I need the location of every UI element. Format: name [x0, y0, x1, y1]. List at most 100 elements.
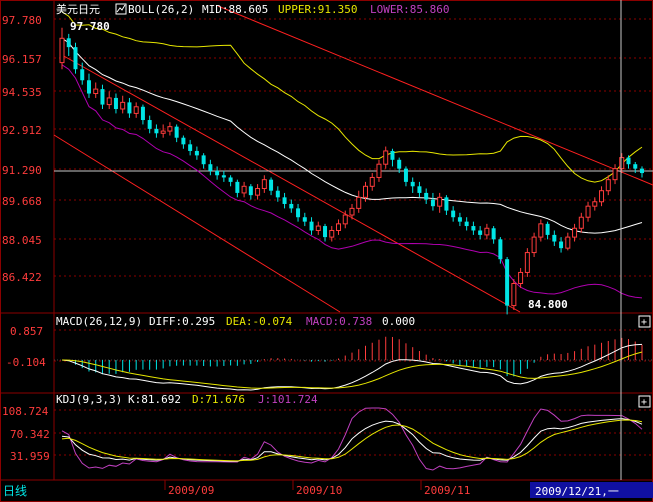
- macd-extra-value: 0.000: [382, 315, 415, 328]
- candle: [309, 217, 314, 235]
- macd-tick: 0.857: [10, 325, 43, 338]
- boll-upper-value: UPPER:91.350: [278, 3, 357, 16]
- candle: [538, 219, 544, 242]
- candle: [605, 175, 611, 196]
- candle: [397, 157, 402, 174]
- candle: [235, 179, 240, 198]
- candle: [437, 192, 443, 213]
- candle: [282, 192, 287, 209]
- candle: [106, 91, 112, 109]
- macd-header: MACD(26,12,9) DIFF:0.295 DEA:-0.074 MACD…: [56, 315, 415, 328]
- candle: [518, 268, 524, 288]
- low-annotation: 84.800: [528, 298, 568, 311]
- price-axis: 97.780 96.157 94.535 92.912 91.290 89.66…: [2, 14, 42, 284]
- candle: [417, 181, 422, 198]
- candle: [376, 159, 382, 182]
- candle: [315, 221, 321, 235]
- candle: [181, 135, 186, 149]
- candle: [424, 188, 429, 204]
- candle: [640, 166, 644, 178]
- boll-mid-value: MID:88.605: [202, 3, 268, 16]
- price-tick: 94.535: [2, 86, 42, 99]
- price-header: 美元日元 BOLL(26,2) MID:88.605 UPPER:91.350 …: [56, 3, 449, 16]
- candle: [221, 170, 226, 182]
- candle: [390, 148, 395, 167]
- candle: [302, 212, 307, 227]
- candle: [73, 42, 78, 74]
- candles: [59, 27, 644, 315]
- candle: [451, 206, 456, 222]
- trend-channel: [53, 5, 653, 313]
- plus-icon: +: [641, 317, 647, 328]
- kdj-expand-button[interactable]: +: [638, 395, 651, 408]
- candle: [127, 97, 132, 118]
- candle: [269, 177, 274, 196]
- candle: [93, 82, 99, 98]
- macd-histogram: [68, 336, 643, 377]
- month-label: 2009/10: [296, 484, 342, 497]
- boll-lower-line: [61, 64, 643, 299]
- kdj-header: KDJ(9,3,3) K:81.692 D:71.676 J:101.724: [56, 393, 318, 406]
- candle: [356, 190, 362, 213]
- boll-mid-line: [61, 37, 643, 234]
- gridlines: [54, 18, 653, 456]
- period-label[interactable]: 日线: [3, 484, 27, 498]
- candle: [241, 181, 247, 198]
- candle: [444, 195, 449, 216]
- kdj-j-line: [61, 407, 643, 471]
- kdj-k-line: [61, 418, 643, 462]
- month-ticks: 2009/09 2009/10 2009/11: [164, 480, 470, 497]
- kdj-d-value: D:71.676: [192, 393, 245, 406]
- candle: [100, 84, 105, 109]
- candle: [491, 226, 496, 244]
- candle: [147, 115, 152, 134]
- candle: [484, 223, 490, 240]
- candle: [194, 146, 199, 160]
- candle: [167, 122, 173, 136]
- price-tick: 89.668: [2, 195, 42, 208]
- candle: [612, 164, 618, 185]
- candle: [255, 184, 261, 200]
- candle: [113, 93, 118, 114]
- price-tick: 86.422: [2, 271, 42, 284]
- candle: [289, 199, 294, 213]
- plus-icon: +: [641, 397, 647, 408]
- candle: [275, 186, 280, 202]
- high-annotation: 97.780: [70, 20, 110, 33]
- candle: [478, 226, 483, 240]
- candle: [160, 124, 166, 138]
- macd-expand-button[interactable]: +: [638, 315, 651, 328]
- candle: [559, 237, 564, 253]
- candle: [471, 221, 476, 235]
- candle: [531, 232, 537, 257]
- kdj-tick: 70.342: [10, 428, 50, 441]
- candle: [201, 153, 206, 169]
- candle: [464, 217, 469, 231]
- kdj-d-line: [61, 419, 643, 462]
- candle: [599, 186, 605, 207]
- kdj-label: KDJ(9,3,3): [56, 393, 122, 406]
- macd-diff-value: DIFF:0.295: [149, 315, 215, 328]
- candle: [505, 256, 510, 315]
- candle: [578, 212, 584, 233]
- candle: [261, 175, 267, 193]
- candle: [228, 175, 233, 187]
- candle: [369, 173, 375, 191]
- candle: [188, 139, 193, 156]
- kdj-j-value: J:101.724: [258, 393, 318, 406]
- price-tick: 96.157: [2, 53, 42, 66]
- boll-indicator-icon[interactable]: [115, 3, 127, 15]
- month-label: 2009/09: [168, 484, 214, 497]
- candle: [545, 221, 550, 240]
- boll-indicator-glyph: [116, 4, 126, 13]
- candle: [342, 210, 348, 229]
- kdj-tick: 108.724: [2, 405, 49, 418]
- candle: [174, 124, 179, 143]
- kdj-tick: 31.959: [10, 450, 50, 463]
- price-tick: 91.290: [2, 164, 42, 177]
- macd-tick: -0.104: [6, 356, 46, 369]
- candle: [215, 166, 220, 180]
- kdj-k-value: K:81.692: [128, 393, 181, 406]
- macd-diff-line: [61, 343, 643, 391]
